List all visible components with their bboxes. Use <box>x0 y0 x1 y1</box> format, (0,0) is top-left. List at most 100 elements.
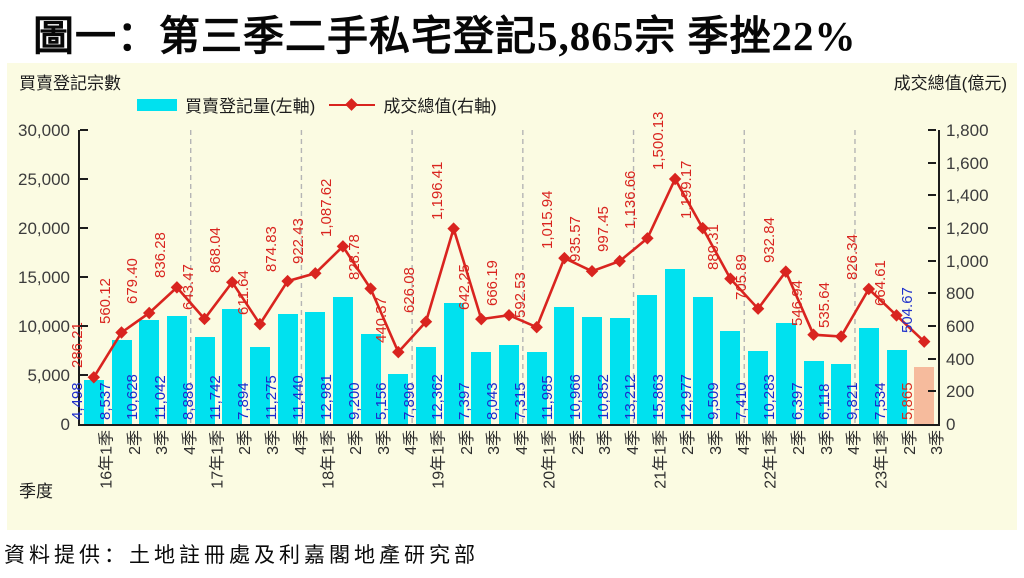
x-tick-label: 2季 <box>569 430 587 455</box>
y-tick-right <box>928 129 936 131</box>
line-point <box>890 309 903 322</box>
right-axis-title: 成交總值(億元) <box>893 74 1007 93</box>
line-label: 1,087.62 <box>317 179 335 238</box>
bar <box>582 316 602 424</box>
line-point <box>807 328 820 341</box>
y-tick-right <box>928 194 936 197</box>
line-series-layer <box>87 130 931 424</box>
bar <box>194 336 215 424</box>
line-point <box>447 222 460 235</box>
bar-label: 7,534 <box>871 382 889 420</box>
bar <box>471 351 492 424</box>
line-label: 1,015.94 <box>539 190 557 250</box>
y-tick-label-right: 200 <box>946 382 975 402</box>
bar-label: 13,212 <box>622 374 640 420</box>
line-point <box>779 265 793 278</box>
line-point <box>475 312 488 326</box>
bar <box>360 333 381 424</box>
y-tick-label-left: 5,000 <box>27 366 70 385</box>
source-note: 資料提供：土地註冊處及利嘉閣地產研究部 <box>4 543 479 567</box>
line-label: 642.25 <box>456 264 474 311</box>
x-tick-label: 3季 <box>818 430 836 455</box>
chart-panel: 買賣登記宗數 成交總值(億元) 買賣登記量(左軸) 成交總值(右軸) 4,498… <box>7 63 1017 530</box>
x-tick-label: 4季 <box>846 430 864 455</box>
y-tick-right <box>928 161 936 164</box>
y-tick-label-right: 1,200 <box>946 219 989 238</box>
bar <box>803 361 824 424</box>
line-label: 1,136.66 <box>622 170 640 230</box>
y-tick-label-right: 400 <box>946 349 975 369</box>
line-label: 836.28 <box>151 232 169 279</box>
bar-label: 8,043 <box>484 382 501 420</box>
line-label: 643.47 <box>179 264 197 310</box>
left-axis-title: 買賣登記宗數 <box>19 74 121 93</box>
line-point <box>142 306 156 320</box>
line-point <box>364 282 377 295</box>
line-point <box>198 312 211 326</box>
bar-label: 4,498 <box>68 382 86 420</box>
line-label: 664.61 <box>871 260 889 307</box>
legend: 買賣登記量(左軸) 成交總值(右軸) <box>137 92 497 117</box>
chart-title: 圖一：第三季二手私宅登記5,865宗 季挫22% <box>33 13 857 59</box>
bar-label: 5,865 <box>899 382 917 420</box>
bar <box>305 311 326 424</box>
bar <box>388 373 409 424</box>
x-tick-label: 3季 <box>154 430 172 455</box>
y-tick-right <box>928 390 936 393</box>
y-tick-right <box>928 227 936 229</box>
y-tick-label-left: 25,000 <box>18 170 70 189</box>
x-tick-label: 4季 <box>181 430 199 455</box>
y-tick-label-left: 30,000 <box>18 121 70 140</box>
y-tick-label-right: 800 <box>946 284 975 304</box>
x-tick-label: 4季 <box>292 430 310 455</box>
legend-item-bar: 買賣登記量(左軸) <box>137 92 315 117</box>
line-series <box>92 176 926 378</box>
bar-label: 11,742 <box>207 375 225 420</box>
y-tick-label-left: 15,000 <box>18 268 70 287</box>
bar <box>748 351 769 424</box>
bar-label: 12,981 <box>317 374 335 420</box>
y-tick-label-right: 0 <box>946 415 956 434</box>
y-tick-right <box>928 325 936 327</box>
diamond-marker-icon <box>345 97 359 111</box>
x-tick-label: 3季 <box>375 430 393 455</box>
bar-label: 8,886 <box>179 382 197 420</box>
legend-line-label: 成交總值(右軸) <box>383 97 497 116</box>
line-point <box>641 232 654 245</box>
x-tick-label: 22年1季 <box>763 430 781 489</box>
x-tick-label: 3季 <box>486 430 504 455</box>
bar <box>665 268 686 424</box>
bar <box>831 364 852 424</box>
bar-label: 15,863 <box>650 374 668 420</box>
y-tick-label-right: 600 <box>946 317 975 336</box>
bar <box>277 313 298 424</box>
bar-label: 11,042 <box>151 375 169 420</box>
bar <box>139 319 160 424</box>
bar-label: 9,821 <box>843 382 861 420</box>
line-label: 504.67 <box>899 286 917 333</box>
line-label: 828.78 <box>345 233 363 280</box>
bar-label: 9,509 <box>705 382 723 420</box>
x-tick-label: 23年1季 <box>873 430 891 489</box>
x-tick-label: 2季 <box>458 430 476 455</box>
bar-label: 5,156 <box>373 382 391 420</box>
line-label: 592.53 <box>511 272 529 319</box>
bar-label: 10,852 <box>594 374 612 420</box>
bar-label: 8,537 <box>96 382 114 420</box>
bar <box>443 302 464 424</box>
bar-label: 6,118 <box>816 383 834 420</box>
legend-bar-label: 買賣登記量(左軸) <box>185 97 316 116</box>
bar-label: 10,628 <box>124 374 142 420</box>
bar <box>886 350 907 424</box>
bar <box>554 306 575 424</box>
x-tick-label: 4季 <box>735 430 753 455</box>
line-label: 560.12 <box>96 277 114 324</box>
bar-label: 12,362 <box>428 374 446 420</box>
bar <box>775 323 796 424</box>
bar-label: 10,966 <box>567 374 584 420</box>
line-point <box>668 172 682 186</box>
line-label: 440.37 <box>373 297 391 344</box>
line-label: 889.31 <box>705 223 723 270</box>
line-label: 286.21 <box>68 322 86 369</box>
bar-label: 10,283 <box>760 374 778 420</box>
